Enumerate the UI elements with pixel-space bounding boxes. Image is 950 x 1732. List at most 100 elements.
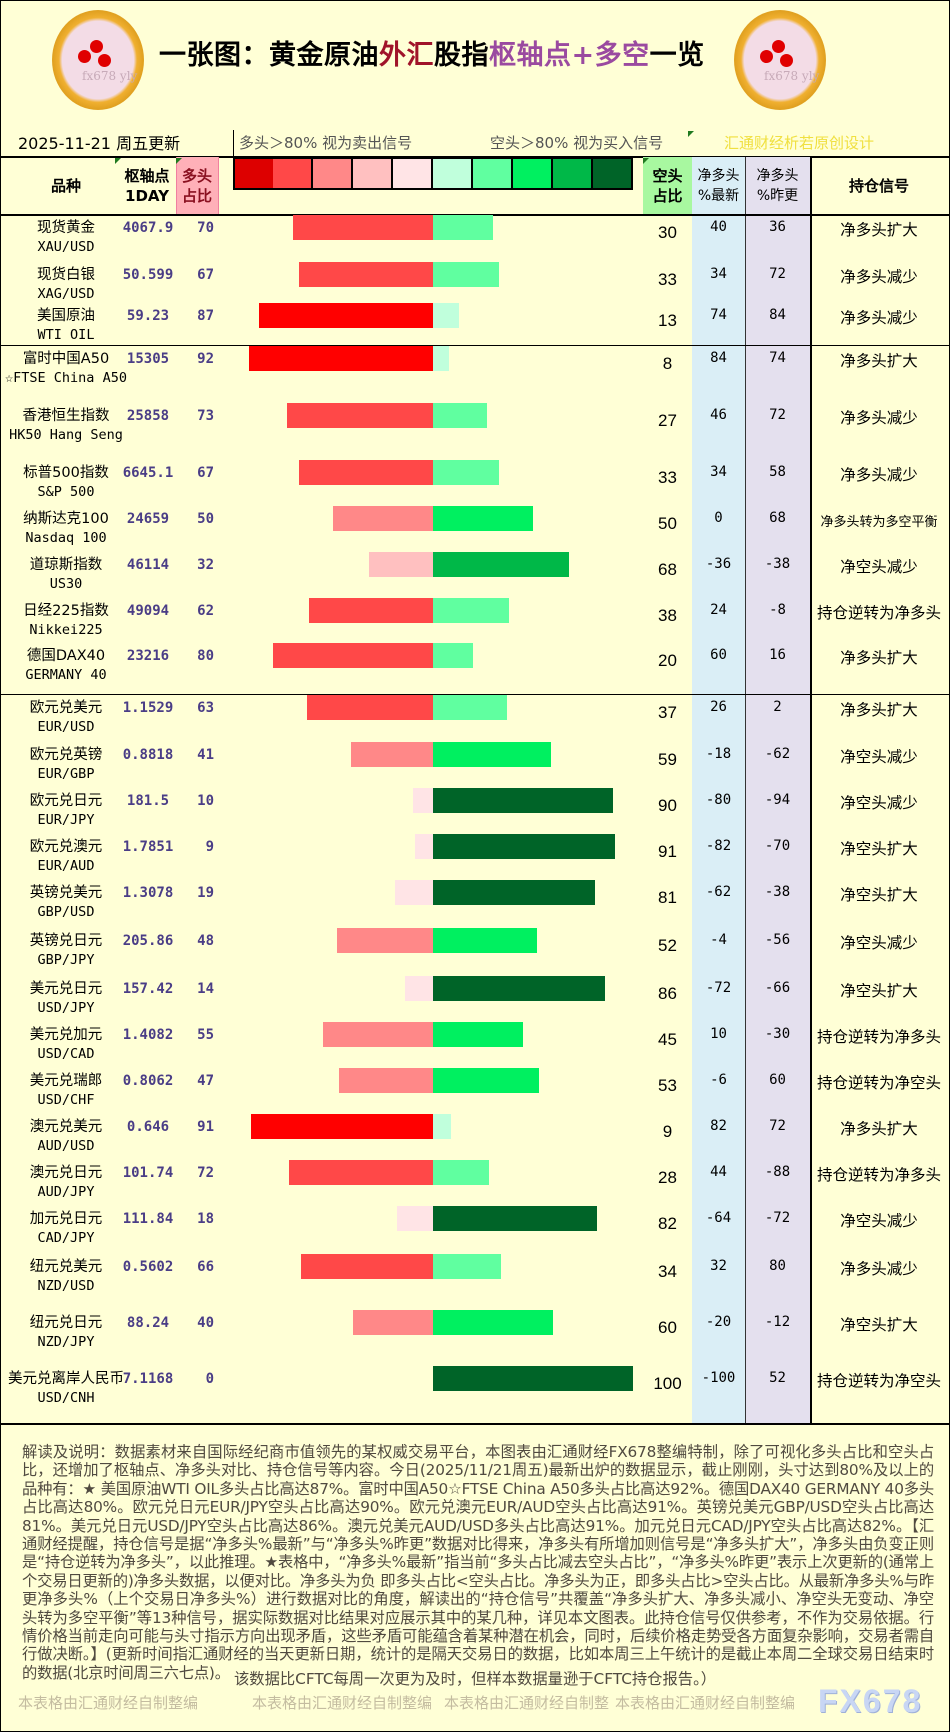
long-ratio: 50 xyxy=(197,511,214,527)
short-ratio: 9 xyxy=(662,1122,673,1141)
short-ratio-bar xyxy=(433,643,473,668)
pivot-value: 0.8818 xyxy=(122,747,174,763)
instrument-name: 富时中国A50 ☆FTSE China A50 xyxy=(5,351,127,386)
long-ratio-bar xyxy=(289,1160,433,1185)
short-ratio-bar xyxy=(433,1114,451,1139)
long-ratio: 63 xyxy=(197,700,214,716)
short-ratio-bar xyxy=(433,1254,501,1279)
header-short-ratio: 空头 占比 xyxy=(652,167,683,205)
net-long-previous: 72 xyxy=(769,266,786,282)
header-signal: 持仓信号 xyxy=(848,177,909,195)
comment-marker-icon xyxy=(643,158,649,164)
long-ratio-bar xyxy=(307,695,433,720)
pivot-value: 1.1529 xyxy=(122,700,174,716)
position-signal: 净多头扩大 xyxy=(840,701,918,719)
instrument-name: 日经225指数 Nikkei225 xyxy=(23,603,109,638)
short-ratio: 90 xyxy=(658,796,677,815)
long-ratio: 47 xyxy=(197,1073,214,1089)
net-long-previous: -66 xyxy=(764,980,791,996)
short-ratio: 53 xyxy=(658,1076,677,1095)
short-ratio-bar xyxy=(433,1022,523,1047)
instrument-name: 现货白银 XAG/USD xyxy=(37,267,95,302)
pivot-value: 88.24 xyxy=(126,1315,170,1331)
long-ratio: 67 xyxy=(197,267,214,283)
position-signal: 净空头扩大 xyxy=(840,886,918,904)
long-ratio-bar xyxy=(301,1254,433,1279)
net-long-latest: 26 xyxy=(710,699,727,715)
petal-icon xyxy=(90,40,103,53)
position-signal: 净空头减少 xyxy=(840,794,918,812)
net-long-latest: -18 xyxy=(705,746,732,762)
net-long-previous: -70 xyxy=(764,838,791,854)
copyright-note: 本表格由汇通财经自制整编 xyxy=(615,1694,796,1712)
short-ratio: 27 xyxy=(658,411,677,430)
long-ratio-bar xyxy=(299,460,433,485)
section-divider xyxy=(0,345,950,346)
long-ratio-bar xyxy=(405,976,433,1001)
long-ratio-bar xyxy=(323,1022,433,1047)
long-ratio-bar xyxy=(351,742,433,767)
header-net-latest: 净多头 %最新 xyxy=(697,168,740,204)
long-ratio-bar xyxy=(333,506,433,531)
divider xyxy=(810,157,812,1424)
long-ratio: 73 xyxy=(197,408,214,424)
long-ratio: 10 xyxy=(197,793,214,809)
short-ratio: 86 xyxy=(658,984,677,1003)
pivot-value: 25858 xyxy=(126,408,170,424)
long-header-bg xyxy=(176,157,219,215)
pivot-value: 4067.9 xyxy=(122,220,174,236)
short-ratio: 8 xyxy=(662,354,673,373)
short-ratio-bar xyxy=(433,880,595,905)
short-ratio-bar xyxy=(433,403,487,428)
pivot-value: 1.3078 xyxy=(122,885,174,901)
pivot-value: 111.84 xyxy=(122,1211,174,1227)
header-pivot: 枢轴点 1DAY xyxy=(124,167,170,205)
position-signal: 净空头扩大 xyxy=(840,1316,918,1334)
petal-icon xyxy=(760,50,773,63)
position-signal: 净多头减少 xyxy=(840,268,918,286)
pivot-value: 181.5 xyxy=(126,793,170,809)
instrument-name: 美国原油 WTI OIL xyxy=(37,308,95,343)
copyright-note: 本表格由汇通财经自制整 xyxy=(444,1694,610,1712)
logo-watermark: fx678 yly xyxy=(82,69,138,83)
petal-icon xyxy=(772,40,785,53)
copyright-note: 本表格由汇通财经自制整编 xyxy=(18,1694,199,1712)
long-ratio: 41 xyxy=(197,747,214,763)
net-long-latest: 34 xyxy=(710,464,727,480)
position-signal: 净多头扩大 xyxy=(840,649,918,667)
net-long-latest: 32 xyxy=(710,1258,727,1274)
instrument-name: 纽元兑日元 NZD/JPY xyxy=(29,1315,103,1350)
title-part: 股指 xyxy=(434,40,489,71)
position-signal: 净多头扩大 xyxy=(840,1120,918,1138)
short-ratio: 60 xyxy=(658,1318,677,1337)
position-signal: 净空头减少 xyxy=(840,558,918,576)
position-signal: 持仓逆转为净空头 xyxy=(816,1074,941,1092)
legend-swatch xyxy=(233,157,275,190)
position-signal: 净多头转为多空平衡 xyxy=(820,515,938,530)
long-ratio-bar xyxy=(309,598,433,623)
pivot-value: 6645.1 xyxy=(122,465,174,481)
long-ratio: 40 xyxy=(197,1315,214,1331)
net-long-previous: 2 xyxy=(773,699,782,715)
short-ratio: 91 xyxy=(658,842,677,861)
long-ratio-bar xyxy=(415,834,433,859)
short-ratio: 100 xyxy=(653,1374,682,1393)
section-divider xyxy=(0,694,950,695)
long-ratio-bar xyxy=(339,1068,433,1093)
net-long-latest: -20 xyxy=(705,1314,732,1330)
long-ratio-bar xyxy=(369,552,433,577)
net-long-latest: 82 xyxy=(710,1118,727,1134)
position-signal: 净多头减少 xyxy=(840,409,918,427)
instrument-name: 美元兑日元 USD/JPY xyxy=(29,981,103,1016)
net-long-latest: -36 xyxy=(705,556,732,572)
net-long-latest: 44 xyxy=(710,1164,727,1180)
short-ratio-bar xyxy=(433,506,533,531)
position-signal: 持仓逆转为净多头 xyxy=(816,604,941,622)
short-ratio: 82 xyxy=(658,1214,677,1233)
long-ratio: 66 xyxy=(197,1259,214,1275)
net-long-previous: 80 xyxy=(769,1258,786,1274)
short-ratio: 38 xyxy=(658,606,677,625)
legend-swatch xyxy=(473,157,513,190)
long-ratio: 72 xyxy=(197,1165,214,1181)
instrument-name: 澳元兑美元 AUD/USD xyxy=(29,1119,103,1154)
